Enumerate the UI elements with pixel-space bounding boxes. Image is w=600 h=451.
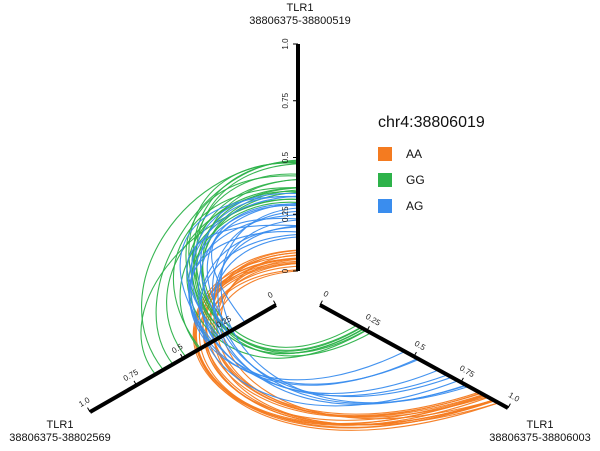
axis-tick-label-right: 0 bbox=[322, 289, 331, 299]
edge-aa-top-right bbox=[220, 254, 494, 420]
axis-tick-right bbox=[319, 300, 323, 306]
legend: chr4:38806019 AA GG AG bbox=[378, 114, 485, 219]
edge-gg-top-right bbox=[202, 178, 358, 348]
edge-gg-top-left bbox=[172, 187, 299, 349]
axis-tick-label-left: 0.75 bbox=[122, 367, 140, 383]
edge-ag-top-left bbox=[186, 224, 299, 338]
legend-title: chr4:38806019 bbox=[378, 114, 485, 131]
edge-ag-top-left bbox=[211, 217, 299, 324]
legend-label-gg: GG bbox=[406, 173, 425, 187]
axis-tick-right bbox=[460, 377, 464, 383]
edge-aa-top-right bbox=[216, 258, 488, 418]
axis-right-gene: TLR1 bbox=[526, 419, 554, 431]
axis-title-right: TLR1 38806375-38806003 bbox=[480, 419, 600, 445]
edge-aa-top-right bbox=[210, 249, 480, 415]
axis-tick-label-left: 0 bbox=[266, 290, 275, 300]
legend-item-aa: AA bbox=[378, 141, 485, 167]
edge-aa-top-right bbox=[192, 260, 485, 425]
axis-top-gene: TLR1 bbox=[286, 2, 314, 14]
legend-item-gg: GG bbox=[378, 167, 485, 193]
axis-tick-left bbox=[273, 300, 277, 306]
edge-ag-top-right bbox=[213, 236, 448, 397]
axis-tick-label-right: 0.75 bbox=[458, 364, 476, 380]
axis-tick-label-top: 0.5 bbox=[281, 151, 290, 163]
edge-ag-top-left bbox=[179, 196, 299, 342]
edge-aa-top-right bbox=[198, 262, 496, 428]
edge-gg-top-left bbox=[141, 162, 299, 371]
axis-tick-left bbox=[180, 353, 184, 359]
axis-tick-left bbox=[226, 327, 230, 332]
edge-ag-top-right bbox=[200, 226, 420, 385]
axis-tick-left bbox=[133, 380, 137, 386]
axis-tick-label-right: 0.5 bbox=[413, 339, 428, 353]
legend-label-aa: AA bbox=[406, 147, 423, 161]
axis-tick-label-top: 0 bbox=[281, 268, 290, 273]
legend-label-ag: AG bbox=[406, 199, 424, 213]
edge-gg-top-left bbox=[155, 161, 299, 365]
axis-tick-right bbox=[413, 351, 417, 357]
axis-tick-label-top: 0.75 bbox=[281, 92, 290, 108]
edge-ag-top-right bbox=[198, 202, 439, 394]
edge-ag-top-right bbox=[198, 234, 459, 407]
axis-tick-label-right: 1.0 bbox=[507, 390, 522, 404]
legend-item-ag: AG bbox=[378, 193, 485, 219]
axis-tick-left bbox=[87, 407, 91, 413]
edge-aa-top-right bbox=[204, 269, 485, 421]
edge-aa-top-right bbox=[195, 257, 495, 429]
edge-ag-top-left bbox=[200, 196, 299, 333]
edge-ag-top-right bbox=[212, 210, 453, 398]
legend-swatch-ag bbox=[378, 199, 392, 213]
axis-left-range: 38806375-38802569 bbox=[9, 432, 111, 444]
edge-aa-top-right bbox=[202, 249, 494, 425]
axis-left-gene: TLR1 bbox=[46, 419, 74, 431]
edge-gg-top-right bbox=[201, 191, 372, 357]
axis-tick-label-right: 0.25 bbox=[364, 312, 382, 328]
axis-tick-label-top: 1.0 bbox=[281, 38, 290, 50]
edge-ag-top-left bbox=[206, 203, 299, 331]
edge-ag-top-right bbox=[189, 214, 406, 381]
axis-right-range: 38806375-38806003 bbox=[489, 432, 591, 444]
edge-aa-top-right bbox=[212, 262, 482, 417]
legend-swatch-gg bbox=[378, 173, 392, 187]
axis-title-left: TLR1 38806375-38802569 bbox=[0, 419, 120, 445]
axis-top-range: 38806375-38800519 bbox=[249, 15, 351, 27]
axis-tick-right bbox=[366, 326, 370, 331]
edge-gg-top-left bbox=[140, 198, 299, 375]
edge-layer bbox=[140, 159, 499, 431]
axis-tick-right bbox=[507, 403, 511, 409]
legend-swatch-aa bbox=[378, 147, 392, 161]
axis-tick-label-left: 1.0 bbox=[77, 395, 92, 409]
axis-tick-label-top: 0.25 bbox=[281, 206, 290, 222]
axis-title-top: TLR1 38806375-38800519 bbox=[220, 2, 380, 28]
